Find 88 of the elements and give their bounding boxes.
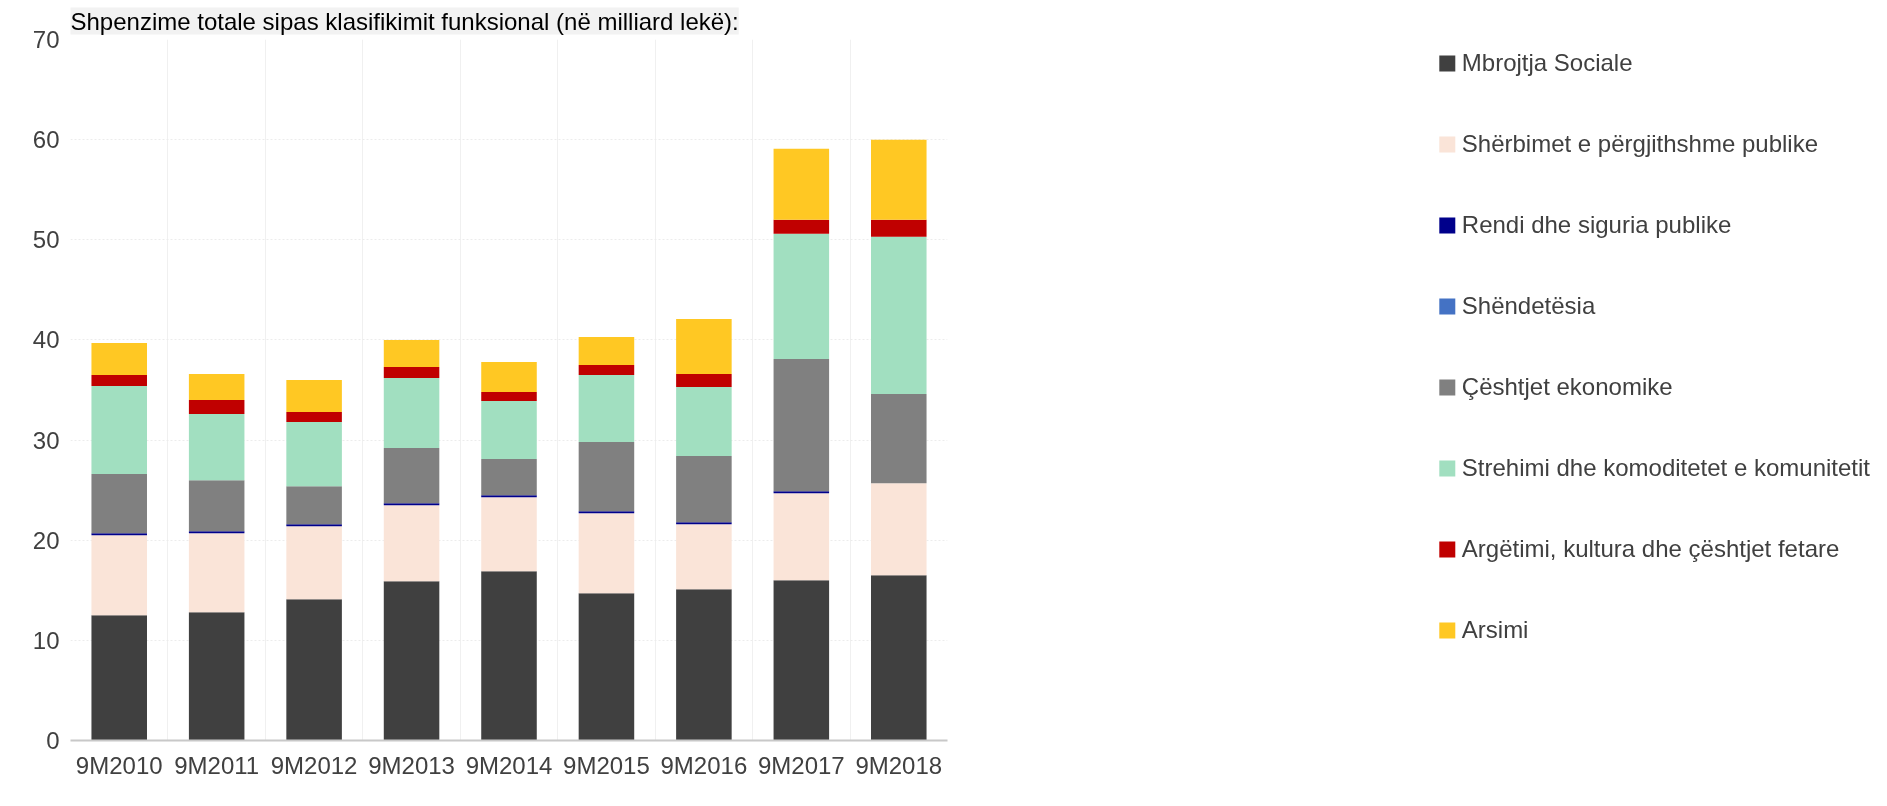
bar	[773, 358, 830, 492]
bar	[91, 374, 147, 386]
bar	[188, 612, 245, 741]
bar	[286, 422, 342, 487]
bar	[773, 219, 830, 234]
bar	[773, 491, 830, 494]
legend-label: Shëndetësia	[1461, 292, 1596, 320]
x-tick-label: 9M2013	[368, 751, 455, 779]
y-tick-label: 70	[32, 26, 60, 53]
bar	[188, 414, 245, 481]
x-tick-label: 9M2017	[757, 751, 845, 779]
bar	[286, 412, 342, 423]
bar	[773, 580, 830, 741]
bar	[676, 387, 732, 457]
bar	[286, 599, 342, 741]
bar	[481, 497, 537, 572]
bar	[286, 526, 342, 600]
bar	[481, 571, 537, 741]
legend-label: Argëtimi, kultura dhe çështjet fetare	[1461, 535, 1840, 563]
legend-label: Strehimi dhe komoditetet e komunitetit	[1461, 454, 1870, 482]
legend-label: Shërbimet e përgjithshme publike	[1461, 130, 1818, 158]
bar	[871, 219, 927, 237]
bar	[188, 533, 245, 613]
bar	[578, 374, 635, 443]
bar	[871, 575, 927, 741]
bar	[188, 400, 245, 415]
bar	[383, 581, 440, 741]
legend-label: Arsimi	[1461, 616, 1529, 644]
bar	[383, 448, 440, 504]
bar	[676, 522, 732, 525]
bar	[91, 615, 147, 741]
bar	[871, 483, 927, 576]
bar	[91, 533, 147, 536]
bar	[286, 524, 342, 527]
bar	[481, 401, 537, 460]
bar	[871, 394, 927, 484]
legend-label: Mbrojtja Sociale	[1461, 49, 1633, 77]
x-tick-label: 9M2012	[270, 751, 358, 779]
bar	[383, 505, 440, 582]
x-tick-label: 9M2016	[660, 751, 748, 779]
x-tick-label: 9M2010	[75, 751, 163, 779]
bar	[481, 459, 537, 496]
bar	[676, 524, 732, 590]
bar	[676, 373, 732, 387]
bar	[383, 339, 440, 367]
bar	[91, 474, 147, 534]
bar	[188, 480, 245, 532]
bar	[383, 503, 440, 506]
bar	[286, 486, 342, 525]
bar	[578, 442, 635, 512]
bar	[188, 531, 245, 534]
legend-label: Rendi dhe siguria publike	[1461, 211, 1732, 239]
bar	[481, 495, 537, 498]
bar	[773, 493, 830, 581]
bar	[773, 233, 830, 359]
y-tick-label: 30	[32, 426, 60, 454]
bar	[676, 318, 732, 374]
bar	[286, 379, 342, 413]
bar	[578, 336, 635, 365]
x-tick-label: 9M2015	[563, 751, 650, 779]
bar	[481, 392, 537, 402]
y-tick-label: 40	[32, 326, 60, 354]
y-tick-label: 0	[46, 727, 60, 754]
x-tick-label: 9M2018	[855, 751, 943, 779]
y-tick-label: 20	[32, 526, 60, 554]
x-tick-label: 9M2014	[465, 751, 553, 779]
chart-title: Shpenzime totale sipas klasifikimit funksional (në milliard lekë):	[70, 7, 739, 35]
bar	[383, 377, 440, 449]
bar	[676, 456, 732, 523]
legend-label: Çështjet ekonomike	[1461, 373, 1673, 401]
bar	[871, 139, 927, 220]
bar	[773, 148, 830, 220]
bar	[676, 589, 732, 741]
bar	[578, 593, 635, 741]
y-tick-label: 10	[32, 626, 60, 654]
x-tick-label: 9M2011	[174, 751, 260, 779]
bar	[91, 535, 147, 616]
bar	[91, 342, 147, 375]
bar	[188, 373, 245, 401]
bar	[383, 366, 440, 378]
bar	[578, 511, 635, 514]
bar	[578, 513, 635, 594]
bar	[578, 364, 635, 375]
y-tick-label: 60	[32, 126, 60, 154]
bar	[91, 385, 147, 475]
y-tick-label: 50	[32, 226, 60, 254]
bar	[481, 361, 537, 392]
bar	[871, 236, 927, 395]
